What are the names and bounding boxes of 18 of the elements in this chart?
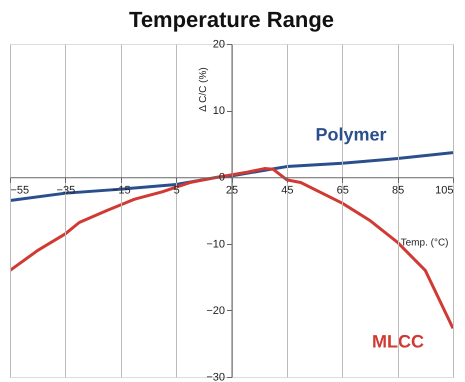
x-axis-title: Temp. (°C) xyxy=(400,238,448,249)
x-tick-label: 105 xyxy=(435,184,454,197)
line-series xyxy=(10,167,453,330)
x-tick-label: 5 xyxy=(174,184,180,197)
x-tick-label: 65 xyxy=(336,184,349,197)
x-tick-label: −55 xyxy=(10,184,30,197)
series-label: Polymer xyxy=(315,124,387,145)
y-tick-label: −20 xyxy=(206,304,225,317)
y-axis-title: Δ C/C (%) xyxy=(198,67,209,112)
y-tick-label: 0 xyxy=(218,172,225,184)
y-tick-label: −10 xyxy=(206,238,225,250)
x-tick-label: 85 xyxy=(392,184,404,197)
y-tick-label: −30 xyxy=(206,372,225,382)
series-label: MLCC xyxy=(372,331,424,352)
y-tick-label: 10 xyxy=(212,105,225,118)
x-tick-label: 45 xyxy=(281,184,294,197)
y-tick-label: 20 xyxy=(212,38,225,50)
chart-title: Temperature Range xyxy=(129,7,334,32)
